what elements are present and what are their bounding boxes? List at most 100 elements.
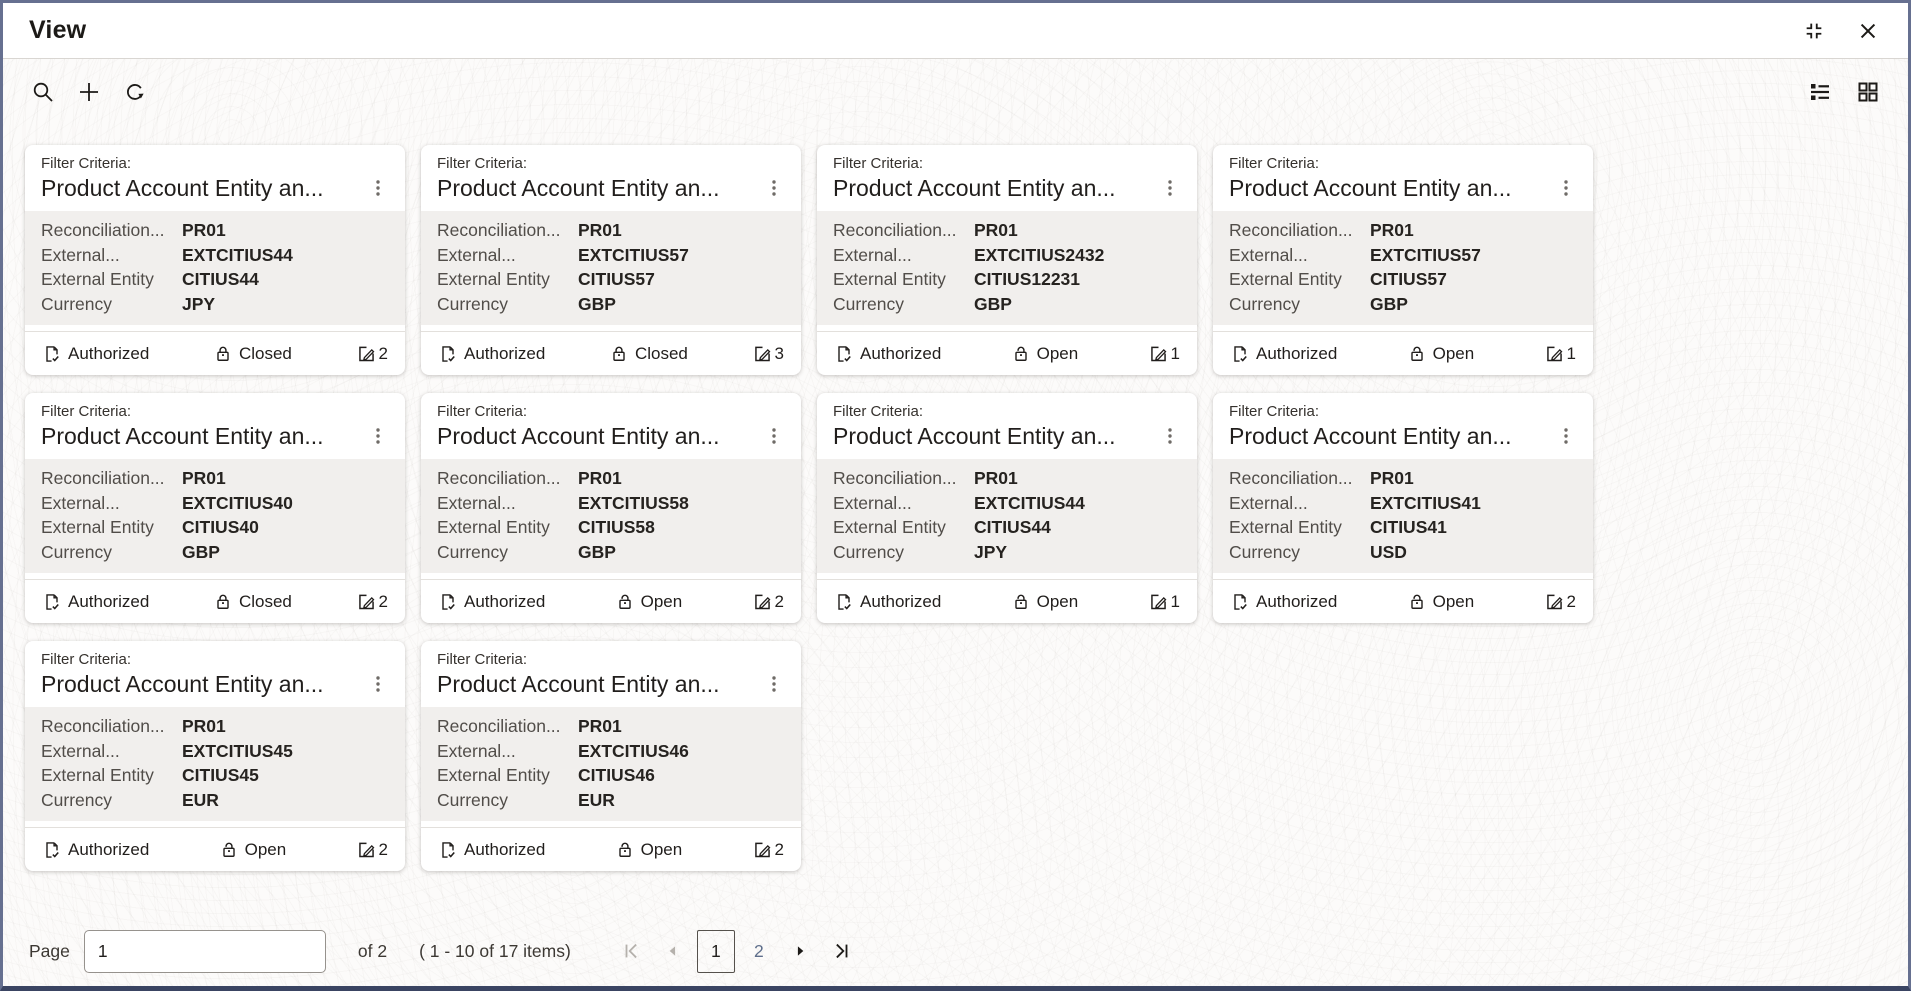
status-label: Open: [640, 839, 683, 859]
edit-count: 2: [1544, 591, 1576, 612]
field-label: Currency: [41, 293, 112, 314]
reconciliation-card[interactable]: Filter Criteria: Product Account Entity …: [1213, 145, 1593, 375]
last-page-icon[interactable]: [824, 931, 858, 971]
field-value: CITIUS57: [578, 269, 655, 289]
page-button-2[interactable]: 2: [742, 931, 776, 971]
card-footer: Authorized Open 2: [421, 579, 801, 623]
kebab-menu-icon[interactable]: [1555, 176, 1577, 200]
card-footer: Authorized Closed 2: [25, 579, 405, 623]
field-row: Currency USD: [1229, 540, 1577, 565]
reconciliation-card[interactable]: Filter Criteria: Product Account Entity …: [421, 641, 801, 871]
search-icon[interactable]: [29, 78, 57, 106]
next-page-icon[interactable]: [783, 931, 817, 971]
open-closed-status: Open: [615, 592, 682, 612]
refresh-icon[interactable]: [121, 78, 149, 106]
field-value: PR01: [182, 220, 226, 240]
field-row: External Entity CITIUS41: [1229, 515, 1577, 540]
field-label: External...: [437, 492, 516, 513]
card-footer: Authorized Open 1: [1213, 331, 1593, 375]
authorization-status: Authorized: [438, 344, 545, 364]
restore-window-icon[interactable]: [1800, 17, 1828, 45]
list-view-icon[interactable]: [1806, 78, 1834, 106]
page-label: Page: [29, 940, 70, 961]
authorization-status: Authorized: [42, 592, 149, 612]
field-row: Reconciliation... PR01: [41, 714, 389, 739]
reconciliation-card[interactable]: Filter Criteria: Product Account Entity …: [25, 641, 405, 871]
card-title: Product Account Entity an...: [833, 423, 1116, 449]
kebab-menu-icon[interactable]: [367, 176, 389, 200]
filter-criteria-label: Filter Criteria:: [437, 403, 528, 420]
authorization-status: Authorized: [438, 592, 545, 612]
field-value: GBP: [974, 293, 1012, 314]
kebab-menu-icon[interactable]: [763, 424, 785, 448]
field-value: EXTCITIUS41: [1370, 492, 1481, 513]
kebab-menu-icon[interactable]: [1555, 424, 1577, 448]
field-label: Reconciliation...: [41, 220, 165, 240]
edit-square-icon: [754, 842, 770, 858]
first-page-icon[interactable]: [615, 931, 649, 971]
field-value: PR01: [1370, 220, 1414, 240]
field-row: External... EXTCITIUS57: [1229, 243, 1577, 268]
add-icon[interactable]: [75, 78, 103, 106]
page-button-1[interactable]: 1: [696, 929, 735, 973]
kebab-menu-icon[interactable]: [367, 424, 389, 448]
field-label: External...: [833, 244, 912, 265]
field-value: CITIUS45: [182, 765, 259, 785]
filter-criteria-label: Filter Criteria:: [41, 403, 132, 420]
authorization-status: Authorized: [42, 840, 149, 860]
field-row: External... EXTCITIUS40: [41, 491, 389, 516]
reconciliation-card[interactable]: Filter Criteria: Product Account Entity …: [817, 393, 1197, 623]
kebab-menu-icon[interactable]: [763, 672, 785, 696]
field-label: Reconciliation...: [437, 716, 561, 736]
card-title: Product Account Entity an...: [437, 423, 720, 449]
field-value: CITIUS44: [182, 269, 259, 289]
field-row: Reconciliation... PR01: [437, 466, 785, 491]
card-header: Filter Criteria: Product Account Entity …: [1213, 393, 1593, 454]
reconciliation-card[interactable]: Filter Criteria: Product Account Entity …: [1213, 393, 1593, 623]
reconciliation-card[interactable]: Filter Criteria: Product Account Entity …: [421, 393, 801, 623]
kebab-menu-icon[interactable]: [367, 672, 389, 696]
edit-count-value: 2: [378, 591, 388, 611]
field-value: CITIUS44: [974, 517, 1051, 537]
field-row: Currency GBP: [1229, 292, 1577, 317]
field-label: External...: [41, 244, 120, 265]
previous-page-icon[interactable]: [656, 931, 690, 971]
edit-count: 2: [356, 591, 388, 612]
card-footer: Authorized Open 2: [1213, 579, 1593, 623]
field-label: Reconciliation...: [833, 468, 957, 488]
reconciliation-card[interactable]: Filter Criteria: Product Account Entity …: [25, 145, 405, 375]
edit-square-icon: [1546, 594, 1562, 610]
authorization-label: Authorized: [1256, 591, 1338, 611]
field-row: External Entity CITIUS57: [1229, 267, 1577, 292]
reconciliation-card[interactable]: Filter Criteria: Product Account Entity …: [421, 145, 801, 375]
card-title: Product Account Entity an...: [41, 175, 324, 201]
authorization-status: Authorized: [834, 592, 941, 612]
kebab-menu-icon[interactable]: [763, 176, 785, 200]
field-value: GBP: [578, 293, 616, 314]
page-number-input[interactable]: [83, 929, 326, 973]
field-row: Currency JPY: [41, 292, 389, 317]
card-fields: Reconciliation... PR01 External... EXTCITIU…: [25, 459, 405, 573]
authorization-label: Authorized: [68, 839, 150, 859]
field-row: External Entity CITIUS46: [437, 763, 785, 788]
field-label: Currency: [41, 789, 112, 810]
kebab-menu-icon[interactable]: [1159, 176, 1181, 200]
field-row: Reconciliation... PR01: [437, 714, 785, 739]
card-fields: Reconciliation... PR01 External... EXTCITIU…: [421, 707, 801, 821]
edit-count-value: 1: [1566, 343, 1576, 363]
status-label: Open: [1036, 343, 1079, 363]
card-footer: Authorized Open 1: [817, 579, 1197, 623]
kebab-menu-icon[interactable]: [1159, 424, 1181, 448]
document-check-icon: [46, 841, 59, 858]
close-icon[interactable]: [1854, 17, 1882, 45]
field-row: External Entity CITIUS57: [437, 267, 785, 292]
field-value: EXTCITIUS44: [182, 244, 293, 265]
toolbar-left-group: [29, 78, 149, 106]
reconciliation-card[interactable]: Filter Criteria: Product Account Entity …: [817, 145, 1197, 375]
field-row: External Entity CITIUS44: [41, 267, 389, 292]
authorization-label: Authorized: [860, 343, 942, 363]
card-footer: Authorized Open 2: [25, 827, 405, 871]
reconciliation-card[interactable]: Filter Criteria: Product Account Entity …: [25, 393, 405, 623]
grid-view-icon[interactable]: [1854, 78, 1882, 106]
field-row: External... EXTCITIUS45: [41, 739, 389, 764]
